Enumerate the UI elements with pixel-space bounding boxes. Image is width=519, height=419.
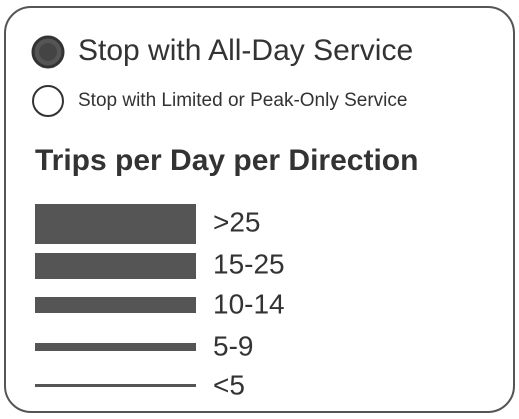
all-day-stop-icon-inner <box>39 43 57 61</box>
frequency-line <box>35 343 196 351</box>
stop-label: Stop with Limited or Peak-Only Service <box>78 90 407 111</box>
frequency-line <box>35 204 196 244</box>
frequency-title: Trips per Day per Direction <box>35 144 418 177</box>
frequency-label: <5 <box>213 369 245 400</box>
stop-label: Stop with All-Day Service <box>78 34 413 67</box>
frequency-line <box>35 297 196 313</box>
frequency-label: 10-14 <box>213 288 285 319</box>
frequency-line <box>35 384 196 387</box>
limited-stop-icon <box>32 85 64 117</box>
frequency-label: 15-25 <box>213 248 285 279</box>
frequency-label: 5-9 <box>213 330 253 361</box>
frequency-label: >25 <box>213 206 261 237</box>
frequency-line <box>35 253 196 279</box>
